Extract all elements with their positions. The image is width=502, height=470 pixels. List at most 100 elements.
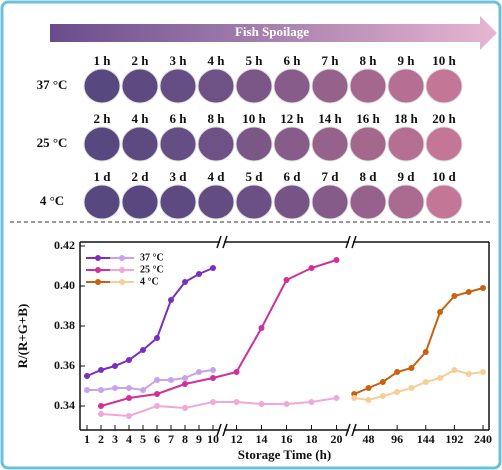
time-label: 3 h [170, 53, 188, 68]
data-point [437, 375, 443, 381]
y-tick-label: 0.38 [54, 318, 75, 332]
data-point [182, 375, 188, 381]
sample-disc [388, 185, 424, 219]
sample-disc [84, 185, 120, 219]
data-point [259, 401, 265, 407]
data-point [466, 371, 472, 377]
time-label: 10 d [432, 169, 456, 184]
sample-disc [312, 185, 348, 219]
sample-disc [426, 127, 462, 161]
sample-disc [274, 69, 310, 103]
data-point [423, 349, 429, 355]
x-tick-label: 4 [126, 432, 132, 446]
sample-disc [388, 69, 424, 103]
y-tick-label: 0.34 [54, 398, 75, 412]
data-point [112, 385, 118, 391]
sample-disc [84, 127, 120, 161]
time-label: 2 h [132, 53, 150, 68]
data-point [423, 379, 429, 385]
data-point [84, 387, 90, 393]
y-tick-label: 0.36 [54, 358, 75, 372]
data-point [98, 367, 104, 373]
time-label: 5 h [246, 53, 264, 68]
page: {"banner": "Fish Spoilage", "rows": [ {"… [0, 0, 502, 470]
sample-disc [84, 69, 120, 103]
sample-disc [160, 69, 196, 103]
data-point [451, 367, 457, 373]
time-label: 2 d [132, 169, 150, 184]
time-label: 9 h [398, 53, 416, 68]
data-point [182, 405, 188, 411]
time-label: 12 h [280, 111, 304, 126]
sample-disc [388, 127, 424, 161]
data-point [196, 369, 202, 375]
sample-disc [198, 185, 234, 219]
time-label: 16 h [356, 111, 380, 126]
x-tick-label: 96 [391, 432, 403, 446]
x-tick-label: 144 [417, 432, 435, 446]
legend-marker [95, 255, 101, 261]
legend-marker [119, 267, 125, 273]
data-point [154, 391, 160, 397]
x-tick-label: 6 [154, 432, 160, 446]
sample-disc [274, 185, 310, 219]
data-point [366, 385, 372, 391]
x-tick-label: 1 [84, 432, 90, 446]
data-point [154, 377, 160, 383]
data-point [309, 265, 315, 271]
time-label: 7 d [322, 169, 340, 184]
legend-marker [119, 255, 125, 261]
time-label: 2 h [94, 111, 112, 126]
data-point [380, 393, 386, 399]
data-point [351, 395, 357, 401]
time-label: 4 d [208, 169, 226, 184]
data-point [234, 399, 240, 405]
legend-label: 4 °C [140, 276, 159, 287]
data-point [394, 389, 400, 395]
banner-text: Fish Spoilage [235, 24, 309, 39]
sample-disc [122, 185, 158, 219]
sample-disc [274, 127, 310, 161]
data-point [210, 367, 216, 373]
sample-disc [350, 127, 386, 161]
data-point [154, 335, 160, 341]
row-label: 37 °C [37, 77, 68, 92]
data-point [480, 369, 486, 375]
data-point [126, 385, 132, 391]
time-label: 18 h [394, 111, 418, 126]
data-point [140, 347, 146, 353]
data-point [84, 373, 90, 379]
data-point [408, 365, 414, 371]
data-point [408, 385, 414, 391]
data-point [451, 293, 457, 299]
data-point [259, 325, 265, 331]
sample-disc [312, 69, 348, 103]
data-point [394, 369, 400, 375]
data-point [126, 413, 132, 419]
sample-disc [350, 185, 386, 219]
sample-disc [236, 127, 272, 161]
sample-disc [312, 127, 348, 161]
x-tick-label: 3 [112, 432, 118, 446]
x-tick-label: 8 [182, 432, 188, 446]
time-label: 10 h [242, 111, 266, 126]
data-point [196, 271, 202, 277]
data-point [284, 277, 290, 283]
data-point [210, 399, 216, 405]
x-tick-label: 7 [168, 432, 174, 446]
legend-marker [95, 279, 101, 285]
data-point [182, 279, 188, 285]
data-point [154, 403, 160, 409]
legend-label: 37 °C [140, 252, 164, 263]
time-label: 20 h [432, 111, 456, 126]
y-axis-label: R/(R+G+B) [15, 304, 30, 369]
data-point [480, 285, 486, 291]
data-point [284, 401, 290, 407]
x-tick-label: 12 [231, 432, 243, 446]
figure: Fish Spoilage 37 °C1 h2 h3 h4 h5 h6 h7 h… [0, 0, 502, 470]
sample-disc [122, 69, 158, 103]
sample-disc [198, 127, 234, 161]
x-tick-label: 48 [363, 432, 375, 446]
time-label: 9 d [398, 169, 416, 184]
data-point [98, 387, 104, 393]
